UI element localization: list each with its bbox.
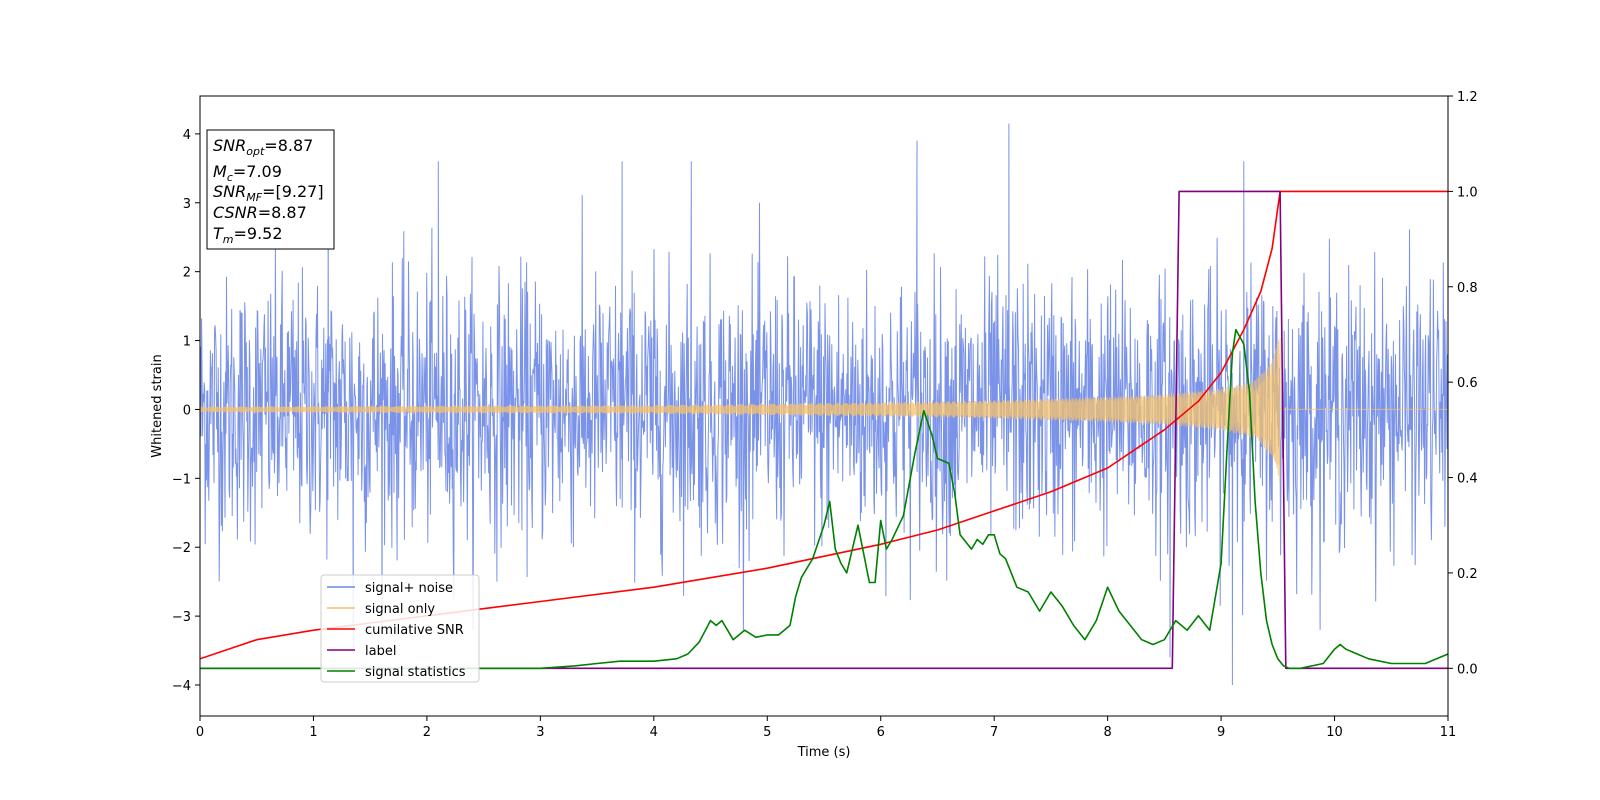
info-mc: Mc=7.09: [213, 162, 282, 184]
legend-frame: [320, 574, 480, 683]
y-right-tick-label: 0.4: [1457, 472, 1478, 487]
y-axis-label: Whitened strain: [150, 354, 165, 457]
legend-label-signal-statistics: signal statistics: [365, 665, 466, 680]
y-axis-left: −4 −3 −2 −1 0 1 2 3 4: [172, 128, 200, 694]
x-tick-label: 10: [1326, 725, 1343, 740]
y-left-tick-label: −2: [172, 541, 191, 556]
x-axis-label: Time (s): [797, 745, 851, 760]
x-tick-label: 1: [309, 725, 317, 740]
series-line-signal-noise: [200, 123, 1448, 686]
x-tick-label: 0: [196, 725, 204, 740]
info-snr-opt: SNRopt=8.87: [213, 136, 313, 158]
legend-label-signal-noise: signal+ noise: [365, 581, 453, 596]
y-left-tick-label: 2: [183, 266, 191, 281]
y-left-tick-label: 4: [183, 128, 191, 143]
legend-label-signal-only: signal only: [365, 602, 435, 617]
legend: signal+ noise signal only cumilative SNR…: [320, 574, 480, 683]
y-right-tick-label: 0.0: [1457, 662, 1478, 677]
info-snr-mf-value: =[9.27]: [262, 182, 324, 201]
x-tick-label: 3: [536, 725, 544, 740]
info-mc-value: =7.09: [233, 162, 282, 181]
series-line-signal-only: [200, 337, 1448, 483]
series-line-signal-statistics: [200, 328, 1448, 670]
legend-label-label: label: [365, 644, 396, 659]
x-tick-label: 2: [423, 725, 431, 740]
info-snr-mf: SNRMF=[9.27]: [213, 182, 324, 204]
info-csnr-value: =8.87: [258, 203, 307, 222]
x-axis: 0 1 2 3 4 5 6 7 8 9 10 11: [196, 716, 1456, 740]
x-tick-label: 8: [1103, 725, 1111, 740]
x-tick-label: 7: [990, 725, 998, 740]
y-left-tick-label: −1: [172, 472, 191, 487]
y-left-tick-label: 1: [183, 335, 191, 350]
y-right-tick-label: 0.2: [1457, 567, 1478, 582]
y-left-tick-label: −3: [172, 610, 191, 625]
x-tick-label: 4: [650, 725, 658, 740]
y-left-tick-label: −4: [172, 679, 191, 694]
info-box-frame: [206, 129, 335, 250]
x-tick-label: 9: [1217, 725, 1225, 740]
x-tick-label: 5: [763, 725, 771, 740]
y-left-tick-label: 0: [183, 403, 191, 418]
y-right-tick-label: 0.6: [1457, 376, 1478, 391]
info-snr-opt-value: =8.87: [264, 136, 313, 155]
y-axis-right: 0.0 0.2 0.4 0.6 0.8 1.0 1.2: [1448, 90, 1478, 677]
series-line-label: [200, 190, 1448, 670]
x-tick-label: 6: [877, 725, 885, 740]
y-right-tick-label: 1.2: [1457, 90, 1478, 105]
info-csnr: CSNR=8.87: [213, 203, 307, 222]
plot-frame: [199, 95, 1449, 717]
x-tick-label: 11: [1440, 725, 1457, 740]
y-right-tick-label: 1.0: [1457, 185, 1478, 200]
series-layer: [200, 123, 1448, 686]
legend-label-cumulative-snr: cumilative SNR: [365, 623, 464, 638]
info-box: SNRopt=8.87 Mc=7.09 SNRMF=[9.27] CSNR=8.…: [206, 129, 335, 250]
y-right-tick-label: 0.8: [1457, 281, 1478, 296]
info-tm: Tm=9.52: [213, 224, 283, 246]
info-tm-value: =9.52: [234, 224, 283, 243]
y-left-tick-label: 3: [183, 197, 191, 212]
